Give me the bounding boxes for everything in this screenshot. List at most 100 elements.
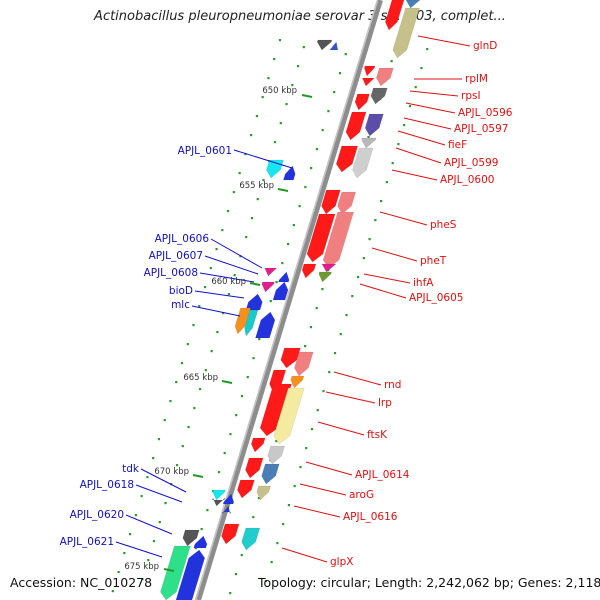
gene-label-APJL-0608[interactable]: APJL_0608 (144, 267, 198, 279)
track-dot (273, 141, 277, 144)
gene-feature (335, 145, 359, 173)
leader-line-right (397, 130, 446, 146)
track-dot (227, 293, 231, 296)
gene-label-pheS[interactable]: pheS (430, 219, 457, 231)
gene-label-fieF[interactable]: fieF (448, 139, 467, 151)
track-dot (296, 65, 300, 68)
gene-label-APJL-0616[interactable]: APJL_0616 (343, 511, 398, 523)
gene-label-APJL-0620[interactable]: APJL_0620 (70, 509, 124, 521)
gene-label-glpX[interactable]: glpX (330, 556, 353, 568)
kbp-scale: 650 kbp 655 kbp 660 kbp 665 kbp 670 kbp … (124, 86, 313, 572)
track-dot (385, 181, 388, 184)
gene-label-ftsK[interactable]: ftsK (367, 429, 388, 441)
track-dot (262, 179, 265, 182)
track-dot (210, 350, 213, 353)
gene-label-APJL-0607[interactable]: APJL_0607 (149, 250, 203, 262)
track-dot (279, 122, 282, 125)
gene-label-tdk[interactable]: tdk (122, 463, 140, 475)
gene-label-ihfA[interactable]: ihfA (413, 277, 434, 289)
gene-label-rpsI[interactable]: rpsI (461, 90, 481, 102)
gene-feature (245, 293, 263, 311)
track-dot (408, 105, 412, 108)
gene-label-APJL-0599[interactable]: APJL_0599 (444, 157, 498, 169)
gene-label-aroG[interactable]: aroG (349, 489, 374, 501)
gene-feature (370, 87, 388, 105)
track-dot (299, 466, 302, 469)
track-dot (327, 110, 330, 113)
track-dot (187, 426, 190, 429)
gene-label-APJL-0601[interactable]: APJL_0601 (178, 145, 232, 157)
gene-label-bioD[interactable]: bioD (169, 285, 193, 297)
gene-label-APJL-0614[interactable]: APJL_0614 (355, 469, 410, 481)
track-dot (258, 338, 261, 341)
kbp-tick (163, 568, 175, 572)
track-dot (235, 414, 238, 417)
track-dot (123, 552, 126, 555)
leader-line-right (299, 483, 347, 496)
track-dot (264, 580, 267, 583)
gene-label-APJL-0606[interactable]: APJL_0606 (155, 233, 210, 245)
gene-label-APJL-0618[interactable]: APJL_0618 (80, 479, 134, 491)
leader-line-left (191, 305, 241, 317)
track-dot (344, 53, 347, 56)
gene-label-APJL-0621[interactable]: APJL_0621 (60, 536, 114, 548)
track-dot (157, 438, 161, 441)
leader-line-right (391, 169, 438, 181)
gene-feature (211, 497, 226, 507)
gene-label-rnd[interactable]: rnd (384, 379, 401, 391)
track-dot (291, 84, 294, 87)
gene-label-glnD[interactable]: glnD (473, 40, 497, 52)
gene-feature (237, 479, 255, 499)
gene-feature (280, 347, 301, 369)
gene-feature (273, 387, 305, 445)
gene-feature (364, 65, 376, 77)
track-dot (310, 428, 314, 431)
track-dot (285, 103, 288, 106)
gene-label-lrp[interactable]: lrp (378, 397, 392, 409)
track-dot (117, 571, 120, 574)
track-dot (252, 516, 255, 519)
track-dot (380, 200, 383, 203)
track-dot (169, 400, 172, 403)
gene-feature (255, 311, 276, 339)
track-dot (310, 167, 313, 170)
gene-label-APJL-0605[interactable]: APJL_0605 (409, 292, 463, 304)
gene-feature (329, 41, 339, 51)
track-dot (222, 312, 225, 315)
track-dot (252, 357, 255, 360)
gene-feature (361, 137, 377, 149)
gene-label-APJL-0597[interactable]: APJL_0597 (454, 123, 508, 135)
track-dot (333, 352, 337, 355)
track-dot (193, 407, 196, 410)
kbp-label: 675 kbp (124, 562, 159, 572)
track-dot (134, 514, 137, 517)
gene-label-mlc[interactable]: mlc (171, 299, 190, 311)
track-dot (339, 333, 342, 336)
gene-label-APJL-0600[interactable]: APJL_0600 (440, 174, 494, 186)
leader-line-right (325, 391, 376, 404)
track-dot (250, 134, 253, 137)
track-dot (229, 592, 232, 595)
kbp-tick (221, 380, 233, 384)
leader-line-right (363, 273, 411, 284)
track-dot (275, 440, 278, 443)
track-dot (351, 295, 354, 298)
track-dot (152, 457, 155, 460)
leader-line-left (135, 484, 183, 503)
leader-line-left (199, 272, 255, 283)
track-dot (315, 148, 319, 151)
track-dot (140, 495, 143, 498)
track-dot (186, 343, 189, 346)
track-dot (147, 559, 150, 562)
gene-label-APJL-0596[interactable]: APJL_0596 (458, 107, 513, 119)
track-dot (273, 58, 276, 61)
track-dot (180, 362, 184, 365)
track-dot (240, 395, 244, 398)
right-gene-labels: glnD rplM rpsI APJL_0596 APJL_0597 fieF … (330, 40, 513, 568)
gene-label-rplM[interactable]: rplM (465, 73, 488, 85)
gene-feature (294, 351, 314, 377)
gene-label-pheT[interactable]: pheT (420, 255, 447, 267)
kbp-tick (301, 94, 313, 98)
